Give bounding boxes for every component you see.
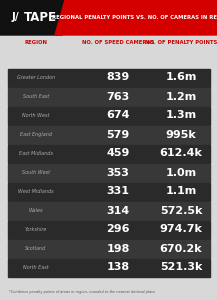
Bar — [8, 182, 210, 200]
Text: 1.6m: 1.6m — [165, 73, 197, 82]
Text: 314: 314 — [106, 206, 130, 215]
Bar — [8, 259, 210, 277]
Text: J/: J/ — [12, 13, 20, 22]
Text: 459: 459 — [106, 148, 130, 158]
Bar — [8, 125, 210, 143]
Bar — [8, 202, 210, 220]
Text: 995k: 995k — [166, 130, 196, 140]
Polygon shape — [60, 0, 217, 35]
Text: East England: East England — [20, 132, 52, 137]
Text: NO. OF PENALTY POINTS: NO. OF PENALTY POINTS — [145, 40, 217, 44]
Text: 296: 296 — [106, 224, 130, 235]
Text: Scotland: Scotland — [25, 246, 47, 251]
Text: 1.0m: 1.0m — [165, 167, 197, 178]
Text: 674: 674 — [106, 110, 130, 121]
Text: North East: North East — [23, 265, 49, 270]
Text: 353: 353 — [107, 167, 129, 178]
Text: Greater London: Greater London — [17, 75, 55, 80]
Text: 198: 198 — [106, 244, 130, 254]
Text: 1.3m: 1.3m — [165, 110, 197, 121]
Bar — [8, 239, 210, 257]
Text: 974.7k: 974.7k — [159, 224, 202, 235]
Bar — [8, 220, 210, 238]
Text: *Combines penalty points of areas in region, rounded to the nearest decimal plac: *Combines penalty points of areas in reg… — [9, 290, 155, 294]
Text: NO. OF SPEED CAMERAS: NO. OF SPEED CAMERAS — [82, 40, 154, 44]
Bar — [8, 145, 210, 163]
Polygon shape — [55, 0, 70, 35]
Text: 521.3k: 521.3k — [160, 262, 202, 272]
Text: 331: 331 — [107, 187, 130, 196]
Text: 1.1m: 1.1m — [165, 187, 197, 196]
Bar — [8, 88, 210, 106]
Text: 670.2k: 670.2k — [160, 244, 202, 254]
Text: 763: 763 — [106, 92, 130, 101]
Text: REGION: REGION — [25, 40, 48, 44]
Text: Yorkshire: Yorkshire — [25, 227, 47, 232]
Bar — [8, 68, 210, 86]
Text: Wales: Wales — [29, 208, 43, 213]
Text: 572.5k: 572.5k — [160, 206, 202, 215]
Text: North West: North West — [22, 113, 50, 118]
Text: 839: 839 — [106, 73, 130, 82]
Text: 579: 579 — [106, 130, 130, 140]
Text: 138: 138 — [106, 262, 130, 272]
Text: TAPE: TAPE — [24, 11, 57, 24]
Text: South East: South East — [23, 94, 49, 99]
Text: 612.4k: 612.4k — [159, 148, 202, 158]
Text: West Midlands: West Midlands — [18, 189, 54, 194]
Polygon shape — [0, 0, 72, 35]
Text: 1.2m: 1.2m — [165, 92, 197, 101]
Bar — [8, 164, 210, 181]
Text: REGIONAL PENALTY POINTS VS. NO. OF CAMERAS IN REGION: REGIONAL PENALTY POINTS VS. NO. OF CAMER… — [52, 15, 217, 20]
Text: South West: South West — [22, 170, 50, 175]
Bar — [8, 106, 210, 124]
Text: East Midlands: East Midlands — [19, 151, 53, 156]
